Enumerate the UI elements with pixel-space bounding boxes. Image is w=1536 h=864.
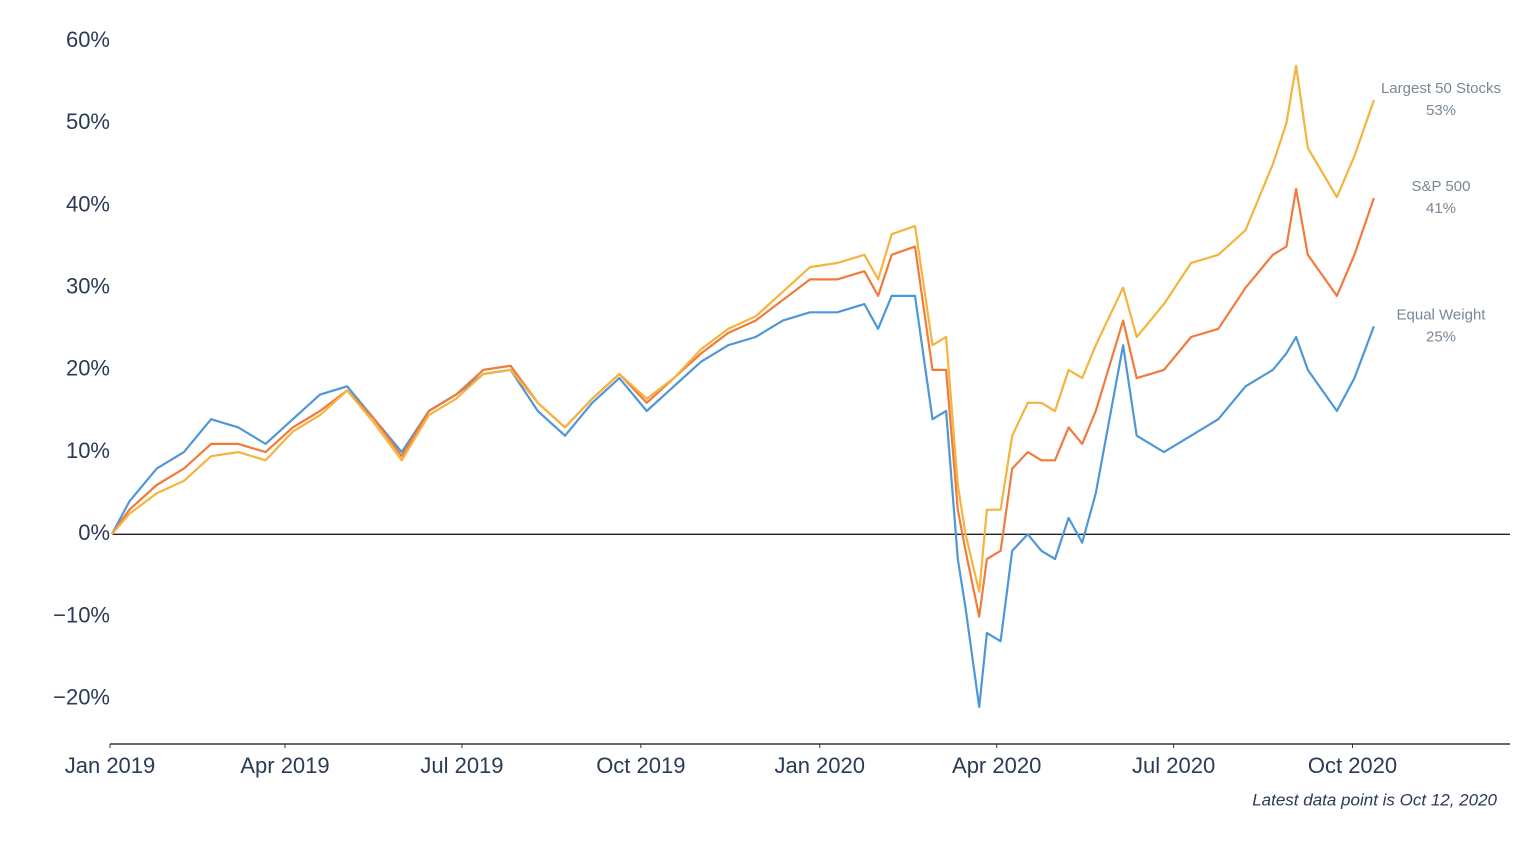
y-tick-label: 30% xyxy=(66,273,110,298)
y-tick-label: 50% xyxy=(66,109,110,134)
series-line xyxy=(110,294,1375,709)
x-tick-label: Oct 2020 xyxy=(1308,753,1397,778)
y-tick-label: 10% xyxy=(66,438,110,463)
x-tick-label: Jan 2020 xyxy=(774,753,865,778)
y-tick-label: 20% xyxy=(66,356,110,381)
y-tick-label: −20% xyxy=(53,685,110,710)
x-tick-label: Apr 2019 xyxy=(240,753,329,778)
y-tick-label: 60% xyxy=(66,27,110,52)
end-value-label: 53% xyxy=(1426,102,1456,119)
series-name: S&P 500 xyxy=(1412,178,1471,195)
x-tick-label: Apr 2020 xyxy=(952,753,1041,778)
series-line xyxy=(111,187,1375,618)
y-tick-label: −10% xyxy=(53,602,110,627)
series-name: Largest 50 Stocks xyxy=(1381,80,1501,97)
footnote: Latest data point is Oct 12, 2020 xyxy=(1252,790,1497,809)
x-tick-label: Jul 2020 xyxy=(1132,753,1215,778)
y-tick-label: 40% xyxy=(66,191,110,216)
series-name: Equal Weight xyxy=(1397,306,1487,323)
end-value-label: 41% xyxy=(1426,200,1456,217)
x-tick-label: Oct 2019 xyxy=(596,753,685,778)
series-line xyxy=(111,64,1375,593)
y-tick-label: 0% xyxy=(78,520,110,545)
x-tick-label: Jan 2019 xyxy=(65,753,156,778)
x-tick-label: Jul 2019 xyxy=(420,753,503,778)
end-value-label: 25% xyxy=(1426,328,1456,345)
